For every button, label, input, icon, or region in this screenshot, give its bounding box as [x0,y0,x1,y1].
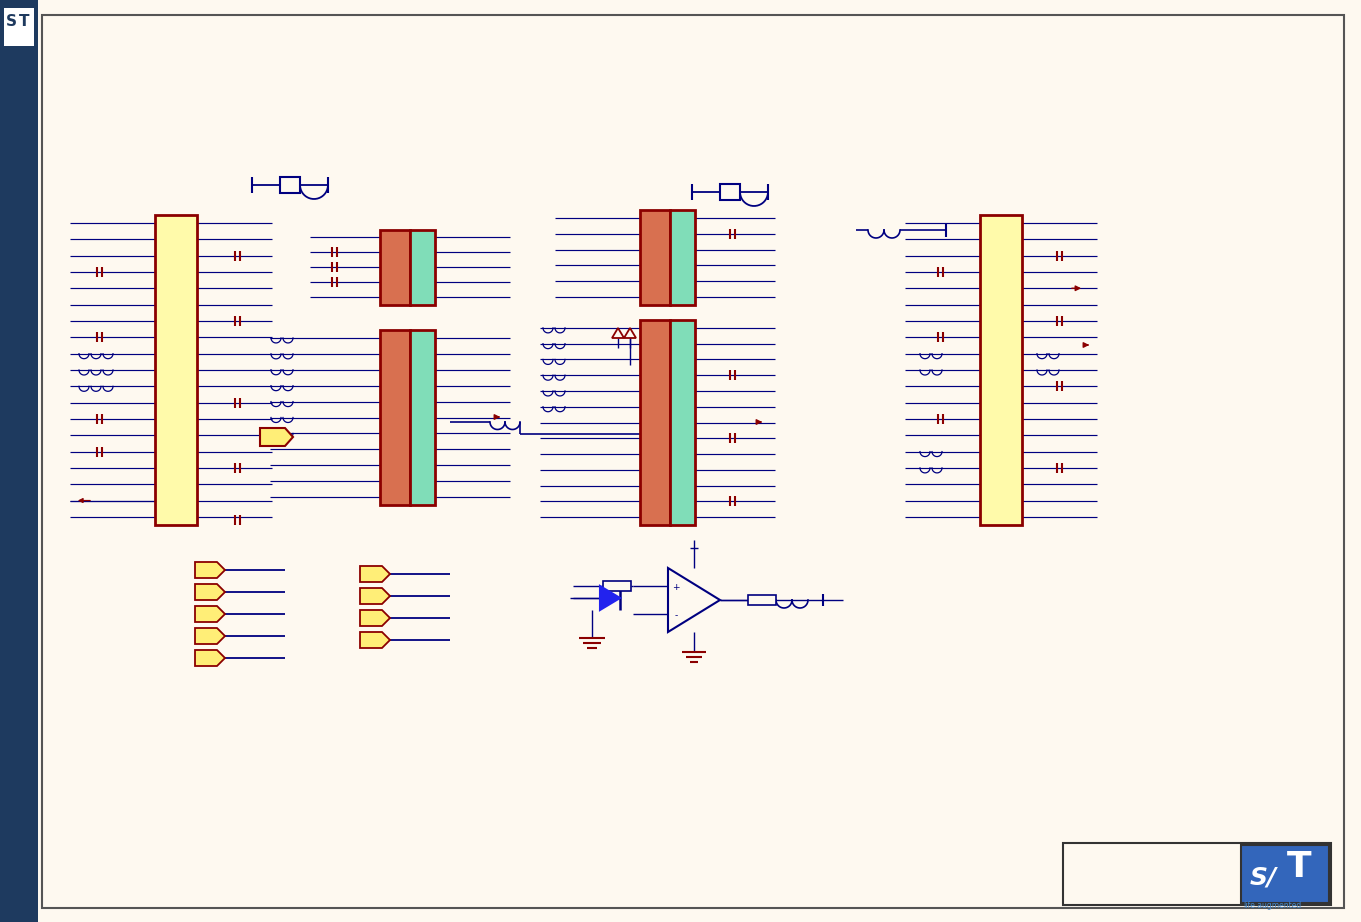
Polygon shape [195,562,225,578]
Bar [640,210,670,305]
Bar [0,0,38,922]
Polygon shape [623,328,636,338]
Polygon shape [361,610,391,626]
Bar [155,215,197,525]
Polygon shape [668,568,720,632]
Text: T: T [19,15,30,30]
Text: life.augmented: life.augmented [1243,901,1301,909]
Bar [720,184,740,200]
Polygon shape [361,566,391,582]
Bar [749,595,776,605]
Text: -: - [674,611,678,621]
Bar [670,210,695,305]
Bar [380,330,410,505]
Bar [1063,843,1331,905]
Polygon shape [612,328,623,338]
Bar [4,8,34,46]
Text: S: S [5,15,16,30]
Polygon shape [361,632,391,648]
Bar [980,215,1022,525]
Polygon shape [361,588,391,604]
Polygon shape [195,584,225,600]
Bar [1241,845,1328,903]
Polygon shape [260,428,293,446]
Polygon shape [600,586,621,610]
Bar [670,320,695,525]
Polygon shape [195,606,225,622]
Bar [640,320,670,525]
Bar [603,581,632,591]
Bar [410,330,436,505]
Polygon shape [195,650,225,666]
Text: S/: S/ [1249,865,1277,889]
Bar [280,177,299,193]
Bar [380,230,410,305]
Polygon shape [195,628,225,644]
Text: +: + [672,583,679,592]
Text: T: T [1286,850,1311,884]
Bar [410,230,436,305]
